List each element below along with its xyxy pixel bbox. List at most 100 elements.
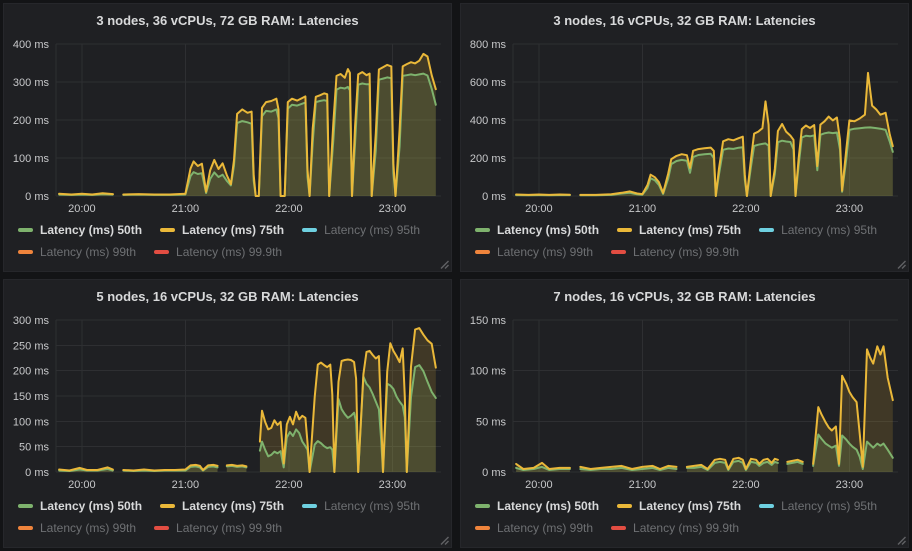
legend: Latency (ms) 50th Latency (ms) 75th Latenc… <box>465 494 904 536</box>
panel-3-nodes-16-vcpu: 3 nodes, 16 vCPUs, 32 GB RAM: Latencies … <box>460 3 909 272</box>
legend-swatch-99.9th <box>611 250 627 254</box>
series-line <box>786 458 804 463</box>
y-tick-label: 0 ms <box>25 191 49 203</box>
resize-handle-icon[interactable] <box>897 536 906 545</box>
series-line <box>258 327 437 473</box>
y-tick-label: 0 ms <box>482 467 506 479</box>
x-tick-label: 21:00 <box>172 203 200 215</box>
panel-7-nodes-16-vcpu: 7 nodes, 16 vCPUs, 32 GB RAM: Latencies … <box>460 279 909 548</box>
resize-handle-icon[interactable] <box>897 260 906 269</box>
series-area <box>259 328 436 472</box>
legend-item-latency-50th[interactable]: Latency (ms) 50th <box>475 222 599 238</box>
series-line <box>685 456 779 470</box>
legend-label: Latency (ms) 99th <box>40 521 137 535</box>
legend-swatch-95th <box>759 504 775 508</box>
latency-chart[interactable]: 0 ms 50 ms 100 ms 150 ms 200 ms 250 ms 300 ms 2… <box>8 308 447 494</box>
y-tick-label: 200 ms <box>13 366 50 378</box>
legend-item-latency-50th[interactable]: Latency (ms) 50th <box>18 498 142 514</box>
legend-item-latency-99th[interactable]: Latency (ms) 99th <box>475 244 593 260</box>
legend-swatch-99.9th <box>154 250 170 254</box>
y-tick-label: 50 ms <box>19 442 49 454</box>
series-area <box>123 466 218 472</box>
panel-title[interactable]: 7 nodes, 16 vCPUs, 32 GB RAM: Latencies <box>553 289 816 304</box>
legend-item-latency-95th[interactable]: Latency (ms) 95th <box>759 222 877 238</box>
panel-title[interactable]: 5 nodes, 16 vCPUs, 32 GB RAM: Latencies <box>96 289 359 304</box>
legend-item-latency-99th[interactable]: Latency (ms) 99th <box>18 520 136 536</box>
legend-item-latency-99.9th[interactable]: Latency (ms) 99.9th <box>611 244 739 260</box>
legend-item-latency-75th[interactable]: Latency (ms) 75th <box>160 222 284 238</box>
y-tick-label: 400 ms <box>13 39 50 51</box>
panel-3-nodes-36-vcpu: 3 nodes, 36 vCPUs, 72 GB RAM: Latencies … <box>3 3 452 272</box>
legend-swatch-95th <box>302 504 318 508</box>
legend-item-latency-99.9th[interactable]: Latency (ms) 99.9th <box>611 520 739 536</box>
x-tick-label: 22:00 <box>732 203 760 215</box>
legend-item-latency-75th[interactable]: Latency (ms) 75th <box>160 498 284 514</box>
legend-label: Latency (ms) 95th <box>324 499 421 513</box>
legend-item-latency-99.9th[interactable]: Latency (ms) 99.9th <box>154 520 282 536</box>
legend-item-latency-75th[interactable]: Latency (ms) 75th <box>617 222 741 238</box>
y-tick-label: 150 ms <box>13 391 50 403</box>
x-tick-label: 20:00 <box>68 479 96 491</box>
series-line <box>258 364 437 473</box>
legend-label: Latency (ms) 95th <box>781 499 878 513</box>
legend-label: Latency (ms) 50th <box>497 499 600 513</box>
x-tick-label: 20:00 <box>525 203 553 215</box>
legend-swatch-99.9th <box>611 526 627 530</box>
legend-swatch-75th <box>617 504 633 508</box>
y-tick-label: 100 ms <box>470 366 507 378</box>
latency-chart[interactable]: 0 ms 50 ms 100 ms 150 ms 20:00 21:00 22:00 23:0… <box>465 308 904 494</box>
legend-label: Latency (ms) 99.9th <box>633 245 740 259</box>
series-line <box>812 345 894 468</box>
legend-swatch-50th <box>18 228 33 232</box>
legend-item-latency-99.9th[interactable]: Latency (ms) 99.9th <box>154 244 282 260</box>
legend-swatch-99.9th <box>154 526 170 530</box>
legend-label: Latency (ms) 75th <box>182 223 285 237</box>
series-line <box>58 466 114 472</box>
legend-label: Latency (ms) 75th <box>182 499 285 513</box>
legend-swatch-75th <box>160 228 176 232</box>
latency-chart[interactable]: 0 ms 200 ms 400 ms 600 ms 800 ms 20:00 21:00 22… <box>465 32 904 218</box>
x-tick-label: 23:00 <box>836 479 864 491</box>
x-tick-label: 23:00 <box>836 203 864 215</box>
x-tick-label: 22:00 <box>275 203 303 215</box>
legend-label: Latency (ms) 99th <box>40 245 137 259</box>
panel-title[interactable]: 3 nodes, 36 vCPUs, 72 GB RAM: Latencies <box>96 13 359 28</box>
latency-chart[interactable]: 0 ms 100 ms 200 ms 300 ms 400 ms 20:00 21:00 22… <box>8 32 447 218</box>
legend-item-latency-99th[interactable]: Latency (ms) 99th <box>18 244 136 260</box>
legend-label: Latency (ms) 95th <box>324 223 421 237</box>
y-tick-label: 100 ms <box>13 416 50 428</box>
series-line <box>579 464 678 470</box>
panel-title[interactable]: 3 nodes, 16 vCPUs, 32 GB RAM: Latencies <box>553 13 816 28</box>
resize-handle-icon[interactable] <box>440 260 449 269</box>
resize-handle-icon[interactable] <box>440 536 449 545</box>
x-tick-label: 21:00 <box>629 479 657 491</box>
legend-label: Latency (ms) 99th <box>497 521 594 535</box>
y-tick-label: 200 ms <box>470 153 507 165</box>
series-line <box>58 192 114 196</box>
legend-item-latency-99th[interactable]: Latency (ms) 99th <box>475 520 593 536</box>
legend: Latency (ms) 50th Latency (ms) 75th Latenc… <box>465 218 904 260</box>
series-line <box>579 71 894 197</box>
series-line <box>122 463 219 472</box>
y-tick-label: 600 ms <box>470 77 507 89</box>
legend-item-latency-95th[interactable]: Latency (ms) 95th <box>302 222 420 238</box>
x-tick-label: 20:00 <box>68 203 96 215</box>
legend-item-latency-50th[interactable]: Latency (ms) 50th <box>18 222 142 238</box>
legend-label: Latency (ms) 99.9th <box>633 521 740 535</box>
y-tick-label: 0 ms <box>25 467 49 479</box>
legend-item-latency-75th[interactable]: Latency (ms) 75th <box>617 498 741 514</box>
series-line <box>515 461 571 470</box>
legend-item-latency-95th[interactable]: Latency (ms) 95th <box>759 498 877 514</box>
panel-5-nodes-16-vcpu: 5 nodes, 16 vCPUs, 32 GB RAM: Latencies … <box>3 279 452 548</box>
series-line <box>515 465 571 471</box>
y-tick-label: 0 ms <box>482 191 506 203</box>
legend: Latency (ms) 50th Latency (ms) 75th Latenc… <box>8 218 447 260</box>
x-tick-label: 21:00 <box>172 479 200 491</box>
series-line <box>812 433 894 470</box>
x-tick-label: 20:00 <box>525 479 553 491</box>
legend-swatch-75th <box>160 504 176 508</box>
legend-item-latency-50th[interactable]: Latency (ms) 50th <box>475 498 599 514</box>
y-tick-label: 150 ms <box>470 315 507 327</box>
y-tick-label: 50 ms <box>476 416 506 428</box>
legend-item-latency-95th[interactable]: Latency (ms) 95th <box>302 498 420 514</box>
